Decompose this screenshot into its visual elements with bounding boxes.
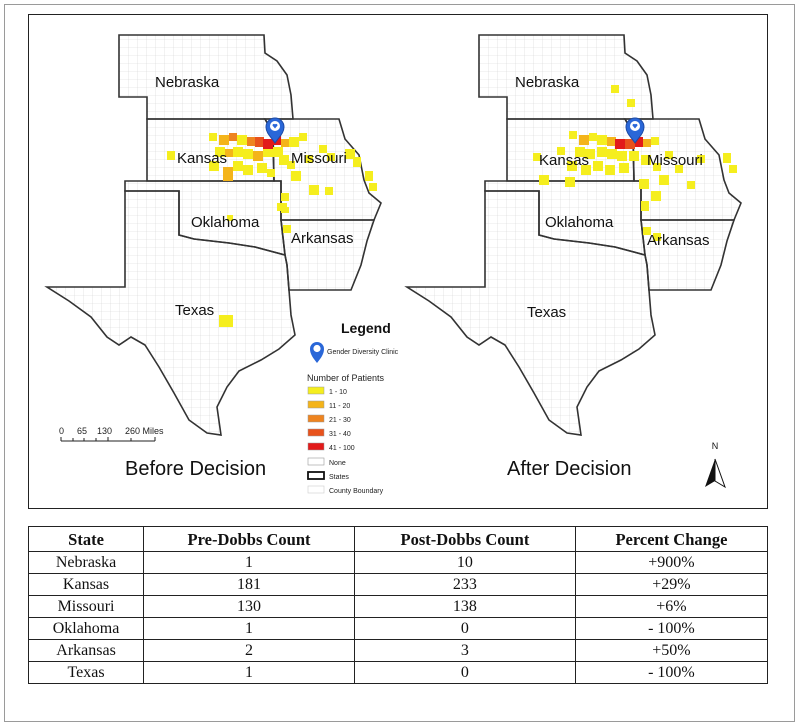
legend-swatch-41-100	[307, 442, 325, 451]
label-arkansas: Arkansas	[291, 230, 354, 247]
cell-pre: 1	[143, 617, 356, 640]
table-row: Oklahoma 1 0 - 100%	[27, 617, 769, 640]
label-kansas: Kansas	[539, 152, 589, 169]
cell-change: - 100%	[574, 617, 769, 640]
header-pre-dobbs: Pre-Dobbs Count	[143, 526, 356, 552]
cell-post: 0	[354, 617, 576, 640]
cell-change: +6%	[574, 595, 769, 618]
clinic-marker	[625, 117, 645, 144]
legend-states-label: States	[329, 474, 349, 481]
cell-change: +900%	[574, 551, 769, 574]
cell-change: +50%	[574, 639, 769, 662]
table-header-row: State Pre-Dobbs Count Post-Dobbs Count P…	[27, 526, 769, 552]
label-nebraska: Nebraska	[515, 74, 580, 91]
clinic-marker	[265, 117, 285, 144]
caption-after-decision: After Decision	[507, 458, 632, 480]
table-row: Texas 1 0 - 100%	[27, 661, 769, 684]
legend-county-label: County Boundary	[329, 488, 384, 495]
cell-change: - 100%	[574, 661, 769, 684]
legend-swatch-states	[307, 471, 325, 480]
cell-state: Missouri	[27, 595, 145, 618]
cell-pre: 1	[143, 551, 356, 574]
cell-pre: 181	[143, 573, 356, 596]
table-row: Kansas 181 233 +29%	[27, 573, 769, 596]
cell-pre: 2	[143, 639, 356, 662]
scale-tick-260: 260 Miles	[125, 426, 164, 436]
header-post-dobbs: Post-Dobbs Count	[354, 526, 576, 552]
legend-swatch-11-20	[307, 400, 325, 409]
north-label: N	[712, 441, 719, 451]
cell-post: 138	[354, 595, 576, 618]
cell-state: Kansas	[27, 573, 145, 596]
legend-swatch-21-30	[307, 414, 325, 423]
legend-patients-heading: Number of Patients	[307, 373, 385, 383]
legend-clinic-label: Gender Diversity Clinic	[327, 349, 399, 356]
label-oklahoma: Oklahoma	[191, 214, 260, 231]
cell-pre: 1	[143, 661, 356, 684]
legend-swatch-1-10	[307, 386, 325, 395]
map-before-decision: Nebraska Kansas Missouri Oklahoma Arkans…	[46, 34, 382, 436]
scale-tick-130: 130	[97, 426, 112, 436]
legend-bin-label: 1 - 10	[329, 389, 347, 396]
table-row: Nebraska 1 10 +900%	[27, 551, 769, 574]
label-kansas: Kansas	[177, 150, 227, 167]
cell-change: +29%	[574, 573, 769, 596]
label-missouri: Missouri	[291, 150, 347, 167]
cell-pre: 130	[143, 595, 356, 618]
cell-post: 233	[354, 573, 576, 596]
patient-count-table: State Pre-Dobbs Count Post-Dobbs Count P…	[27, 526, 769, 684]
label-nebraska: Nebraska	[155, 74, 220, 91]
map-svg: Nebraska Kansas Missouri Oklahoma Arkans…	[46, 34, 742, 495]
legend-clinic-icon	[310, 342, 324, 363]
caption-before-decision: Before Decision	[125, 458, 266, 480]
table-row: Arkansas 2 3 +50%	[27, 639, 769, 662]
table-row: Missouri 130 138 +6%	[27, 595, 769, 618]
cell-post: 3	[354, 639, 576, 662]
scale-tick-0: 0	[59, 426, 64, 436]
legend-swatch-none	[307, 457, 325, 466]
legend-none-label: None	[329, 460, 346, 467]
label-missouri: Missouri	[647, 152, 703, 169]
scale-bar: 0 65 130 260 Miles	[59, 426, 164, 442]
legend-swatch-31-40	[307, 428, 325, 437]
cell-state: Arkansas	[27, 639, 145, 662]
label-texas: Texas	[175, 302, 214, 319]
patient-choropleth	[533, 85, 737, 241]
cell-post: 0	[354, 661, 576, 684]
legend: Legend Gender Diversity Clinic Number of…	[307, 320, 399, 495]
label-arkansas: Arkansas	[647, 232, 710, 249]
cell-state: Texas	[27, 661, 145, 684]
legend-title: Legend	[341, 320, 391, 336]
header-percent-change: Percent Change	[574, 526, 769, 552]
legend-bin-label: 21 - 30	[329, 417, 351, 424]
map-panel: Nebraska Kansas Missouri Oklahoma Arkans…	[28, 14, 768, 509]
legend-swatch-county	[307, 485, 325, 494]
label-oklahoma: Oklahoma	[545, 214, 614, 231]
legend-bin-label: 11 - 20	[329, 403, 350, 410]
header-state: State	[27, 526, 145, 552]
legend-bin-label: 41 - 100	[329, 445, 355, 452]
map-after-decision: Nebraska Kansas Missouri Oklahoma Arkans…	[406, 34, 742, 436]
patient-choropleth	[167, 133, 377, 327]
scale-tick-65: 65	[77, 426, 87, 436]
north-arrow-icon: N	[705, 441, 726, 489]
cell-state: Oklahoma	[27, 617, 145, 640]
cell-state: Nebraska	[27, 551, 145, 574]
legend-bin-label: 31 - 40	[329, 431, 351, 438]
label-texas: Texas	[527, 304, 566, 321]
cell-post: 10	[354, 551, 576, 574]
